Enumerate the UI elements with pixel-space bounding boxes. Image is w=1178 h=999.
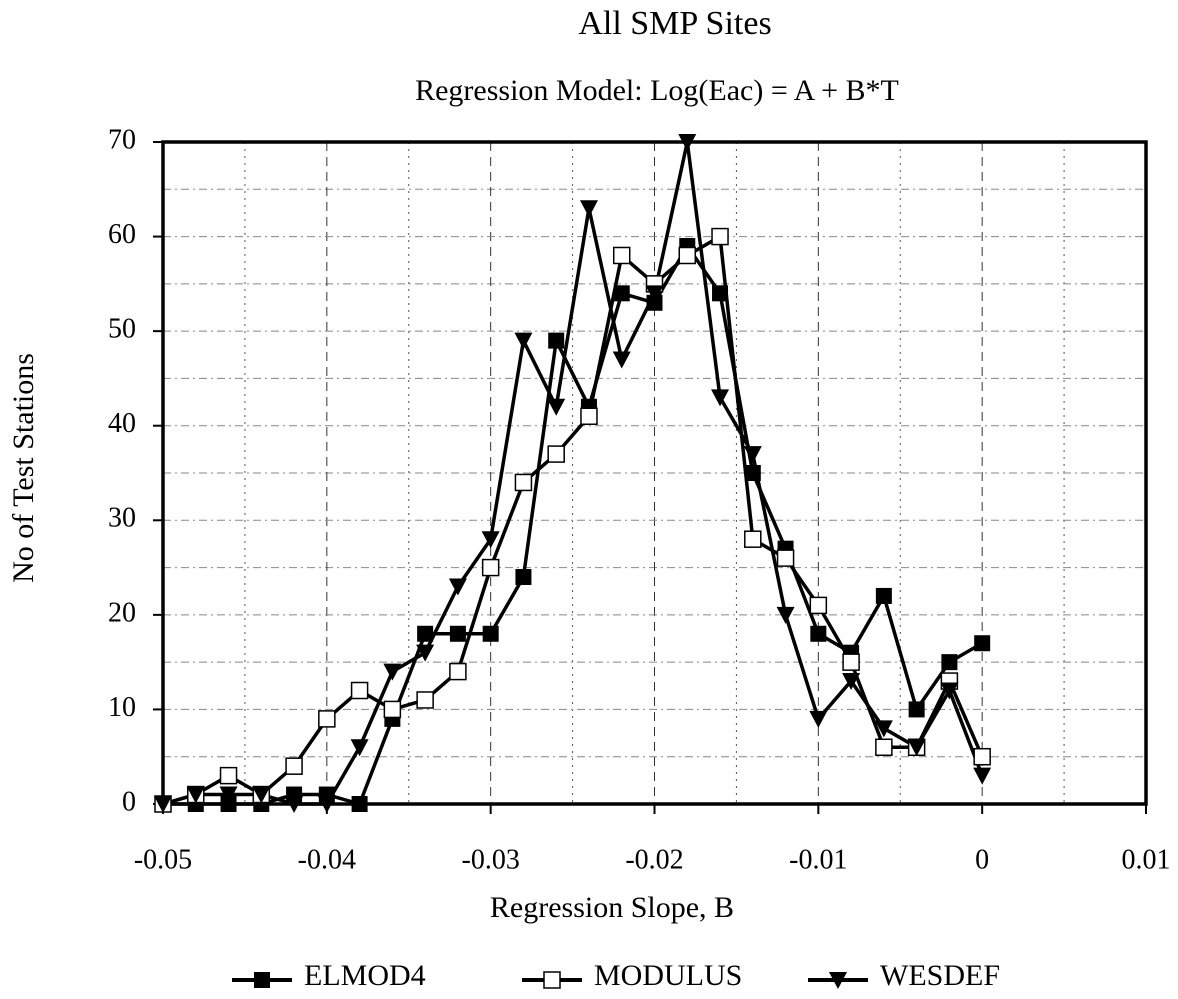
legend-label: WESDEF [880,959,1000,992]
marker [711,227,729,246]
series-line [162,140,984,806]
chart-subtitle: Regression Model: Log(Eac) = A + B*T [415,74,899,107]
marker [646,294,663,311]
marker [220,796,237,812]
marker [941,654,958,671]
series-line [163,244,984,806]
marker [350,681,369,700]
marker [383,663,402,681]
y-tick-label: 0 [122,786,136,817]
x-tick-label: -0.05 [134,844,192,875]
chart-title: All SMP Sites [578,5,771,42]
marker [974,635,991,652]
marker [417,625,434,642]
marker [743,446,762,464]
marker [252,786,271,804]
marker [514,473,533,492]
y-tick-label: 10 [108,692,136,723]
marker [612,246,631,265]
marker [744,465,761,481]
marker [829,972,847,989]
marker [416,691,434,709]
marker [874,720,893,738]
marker [809,596,828,615]
y-tick-label: 30 [108,503,136,534]
x-axis-label: Regression Slope, B [490,891,734,924]
marker [712,285,729,302]
marker [711,389,730,407]
x-tick-label: 0 [975,844,989,875]
marker [219,786,238,804]
marker [219,766,238,785]
plot-frame [161,140,1148,806]
marker [973,767,992,785]
marker [940,682,959,700]
y-tick-label: 40 [108,408,136,439]
marker [481,531,500,549]
x-tick-label: -0.02 [625,844,683,875]
marker [809,710,828,728]
marker [907,739,926,757]
marker [351,796,368,812]
marker [186,786,205,804]
marker [543,971,561,989]
legend-label: ELMOD4 [304,959,426,992]
marker [481,558,500,577]
marker [350,739,369,757]
legend-label: MODULUS [594,959,742,992]
x-tick-label: -0.01 [789,844,847,875]
marker [285,757,303,775]
marker [449,625,466,642]
marker [547,445,565,463]
marker [875,587,892,604]
marker [154,796,172,813]
marker [612,351,631,369]
marker [383,700,402,719]
x-tick-label: -0.04 [298,844,356,875]
marker [613,285,630,302]
marker [515,569,532,586]
marker [285,796,304,813]
marker [645,285,664,303]
marker [908,701,925,718]
y-tick-label: 60 [108,219,136,250]
marker [973,747,991,766]
marker [776,606,795,624]
marker [776,549,795,567]
marker [580,407,598,426]
x-tick-label: -0.03 [462,844,520,875]
marker [547,398,566,416]
marker [548,332,565,349]
marker [678,246,697,265]
marker [678,134,697,151]
marker [842,673,861,691]
marker [449,662,467,681]
marker [317,796,336,813]
y-tick-label: 20 [108,597,136,628]
marker [482,625,499,642]
marker [318,710,336,728]
marker [842,653,860,671]
marker [579,200,598,218]
marker [810,625,827,642]
y-tick-label: 70 [108,124,136,155]
marker [254,972,270,988]
marker [416,644,435,662]
marker [514,332,533,350]
marker [744,530,762,548]
x-tick-label: 0.01 [1122,844,1171,875]
marker [448,578,467,596]
marker [875,738,893,757]
y-axis-label: No of Test Stations [7,353,40,583]
y-tick-label: 50 [108,314,136,345]
